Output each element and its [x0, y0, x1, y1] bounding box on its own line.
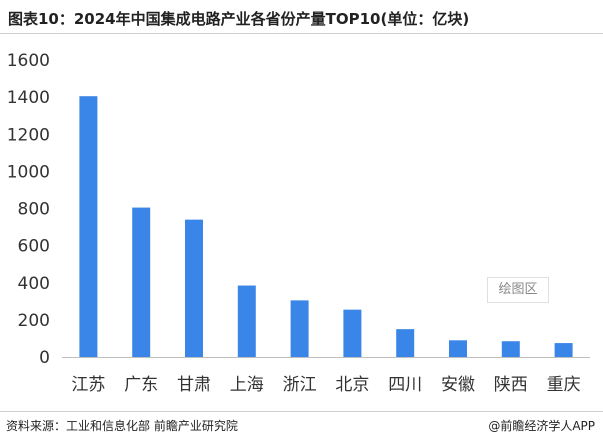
- bar-江苏: [79, 96, 98, 358]
- y-tick-label: 600: [18, 237, 50, 257]
- bar-陕西: [501, 341, 520, 357]
- bars: [79, 96, 573, 358]
- x-axis: 江苏 广东 甘肃 上海 浙江 北京 四川 安徽 陕西 重庆: [71, 375, 580, 395]
- x-tick-label: 陕西: [494, 375, 528, 395]
- x-tick-label: 甘肃: [177, 375, 211, 395]
- plot-area-watermark: 绘图区: [487, 277, 549, 303]
- bar-上海: [237, 285, 256, 357]
- source-note: 资料来源：工业和信息化部 前瞻产业研究院: [6, 419, 238, 433]
- y-tick-label: 1200: [7, 125, 50, 145]
- bar-甘肃: [185, 219, 203, 357]
- bar-重庆: [554, 343, 573, 357]
- x-tick-label: 安徽: [441, 375, 475, 395]
- y-tick-label: 800: [18, 200, 50, 220]
- bar-浙江: [290, 300, 309, 357]
- y-axis: 0 200 400 600 800 1000 1200 1400 1600: [7, 51, 50, 368]
- x-tick-label: 浙江: [283, 375, 317, 395]
- y-tick-label: 0: [39, 348, 50, 368]
- y-tick-label: 400: [18, 274, 50, 294]
- x-tick-label: 广东: [124, 375, 158, 395]
- x-tick-label: 四川: [388, 375, 422, 395]
- x-tick-label: 北京: [335, 375, 369, 395]
- x-tick-label: 江苏: [71, 375, 105, 395]
- y-tick-label: 1600: [7, 51, 50, 71]
- y-tick-label: 1400: [7, 88, 50, 108]
- chart-title: 图表10：2024年中国集成电路产业各省份产量TOP10(单位：亿块): [8, 10, 470, 28]
- title-divider: [0, 33, 603, 34]
- footer-divider: [0, 411, 603, 412]
- credit-note: @前瞻经济学人APP: [488, 419, 595, 433]
- x-tick-label: 重庆: [547, 375, 581, 395]
- bar-广东: [132, 207, 151, 357]
- bar-四川: [396, 329, 415, 357]
- y-tick-label: 200: [18, 311, 50, 331]
- y-tick-label: 1000: [7, 162, 50, 182]
- x-tick-label: 上海: [230, 375, 264, 395]
- bar-北京: [343, 309, 362, 357]
- bar-安徽: [449, 340, 467, 357]
